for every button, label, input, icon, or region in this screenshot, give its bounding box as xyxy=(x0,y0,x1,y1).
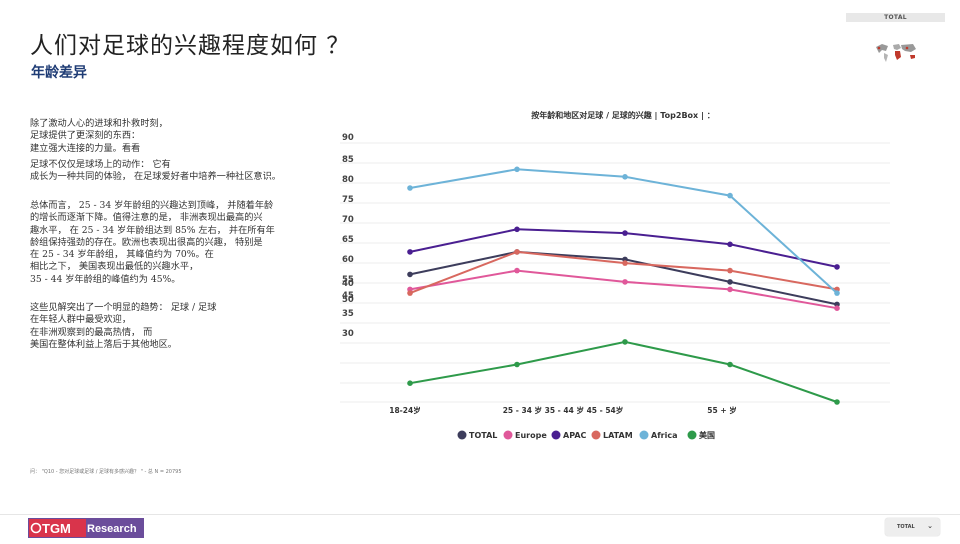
data-point-LATAM xyxy=(727,267,733,274)
y-tick-label: 45 xyxy=(342,291,354,301)
y-tick-label: 80 xyxy=(342,175,354,185)
text-line: 这些见解突出了一个明显的趋势： 足球 / 足球 xyxy=(30,302,217,313)
y-tick-label: 35 xyxy=(342,309,354,319)
data-point-TOTAL xyxy=(407,271,413,278)
data-point-美国 xyxy=(834,399,840,405)
y-tick-label: 75 xyxy=(342,195,354,205)
y-tick-label: 50 xyxy=(342,295,354,305)
legend-label: APAC xyxy=(563,431,587,440)
data-point-Europe xyxy=(514,267,520,274)
text-line: 趣水平， 在 25 - 34 岁年龄组达到 85% 左右， 并在所有年 xyxy=(30,224,275,236)
page-subtitle: 年龄差异 xyxy=(31,65,87,81)
text-line: 除了激动人心的进球和扑救时刻， xyxy=(30,118,168,129)
data-point-APAC xyxy=(834,264,840,270)
total-filter-tab[interactable]: TOTAL xyxy=(846,13,945,22)
text-line: 龄组保持强劲的存在。欧洲也表现出很高的兴趣， 特别是 xyxy=(30,236,263,248)
data-point-Europe xyxy=(727,286,733,293)
text-line: 美国在整体利益上落后于其他地区。 xyxy=(30,338,177,350)
series-line-美国 xyxy=(409,340,838,403)
text-line: 在年轻人群中最受欢迎， xyxy=(30,314,132,326)
text-line: 足球提供了更深刻的东西： xyxy=(30,130,141,142)
legend-label: Europe xyxy=(515,431,547,440)
line-chart: 按年龄和地区对足球 / 足球的兴趣 | Top2Box | ： 90 85 80 75 7… xyxy=(340,110,890,440)
text-line: 相比之下， 美国表现出最低的兴趣水平， xyxy=(30,261,199,273)
text-line: 总体而言， 25 - 34 岁年龄组的兴趣达到顶峰， 并随着年龄 xyxy=(30,200,274,211)
text-line: 足球不仅仅是球场上的动作： 它有 xyxy=(30,158,171,170)
text-line: 的增长而逐渐下降。值得注意的是， 非洲表现出最高的兴 xyxy=(30,212,263,224)
tgm-research-logo: TGM Research xyxy=(28,518,144,538)
y-tick-label: 40 xyxy=(342,279,354,289)
data-point-LATAM xyxy=(407,290,413,296)
footer-divider xyxy=(0,514,960,515)
y-tick-label: 85 xyxy=(342,155,354,165)
text-line: 35 - 44 岁年龄组的峰值约为 45%。 xyxy=(30,273,181,285)
data-point-APAC xyxy=(514,226,520,233)
svg-text:Research: Research xyxy=(87,523,137,535)
chart-title: 按年龄和地区对足球 / 足球的兴趣 | Top2Box | ： xyxy=(531,110,714,120)
data-point-APAC xyxy=(727,241,733,248)
y-tick-label: 55 xyxy=(342,275,354,285)
text-line: 成长为一种共同的体验， 在足球爱好者中培养一种社区意识。 xyxy=(30,171,281,183)
total-dropdown-label: TOTAL xyxy=(897,524,915,530)
data-point-LATAM xyxy=(514,249,520,255)
legend-label: LATAM xyxy=(603,431,633,440)
legend-label: TOTAL xyxy=(469,431,497,440)
x-tick-label: 25 - 34 岁 35 - 44 岁 45 - 54岁 xyxy=(503,405,624,415)
text-line: 在非洲观察到的最高热情， 而 xyxy=(30,326,153,338)
data-point-Europe xyxy=(834,305,840,311)
data-point-Europe xyxy=(622,279,628,285)
data-point-美国 xyxy=(514,361,520,368)
svg-text:TGM: TGM xyxy=(42,521,71,536)
y-tick-label: 90 xyxy=(342,133,354,143)
data-point-TOTAL xyxy=(727,279,733,285)
data-point-Africa xyxy=(727,192,733,199)
y-tick-label: 60 xyxy=(342,255,354,265)
legend-marker-TOTAL xyxy=(457,430,467,440)
y-tick-label: 70 xyxy=(342,215,354,225)
text-line: 建立强大连接的力量。看看 xyxy=(30,142,141,154)
legend-label: 美国 xyxy=(699,430,715,440)
data-point-Africa xyxy=(407,185,413,191)
conclusion-paragraph: 这些见解突出了一个明显的趋势： 足球 / 足球 在年轻人群中最受欢迎， 在非洲观… xyxy=(30,302,216,351)
analysis-paragraph: 总体而言， 25 - 34 岁年龄组的兴趣达到顶峰， 并随着年龄 的增长而逐渐下… xyxy=(30,200,275,286)
legend-marker-APAC xyxy=(551,430,561,440)
legend-marker-Africa xyxy=(639,430,649,440)
data-point-美国 xyxy=(622,339,628,345)
x-tick-label: 18-24岁 xyxy=(389,405,421,415)
data-point-APAC xyxy=(622,230,628,236)
data-point-APAC xyxy=(407,249,413,255)
data-point-美国 xyxy=(407,380,413,387)
y-tick-label: 30 xyxy=(342,329,354,339)
footnote: 问： "Q10 - 您对足球或足球 / 足球有多感兴趣？ " - 总 N = 2… xyxy=(30,469,182,475)
intro-paragraph: 除了激动人心的进球和扑救时刻， 足球提供了更深刻的东西： 建立强大连接的力量。看… xyxy=(30,118,281,183)
legend-marker-美国 xyxy=(687,430,697,440)
legend-marker-LATAM xyxy=(591,430,601,440)
x-tick-label: 55 + 岁 xyxy=(707,405,736,415)
data-point-Africa xyxy=(514,166,520,173)
page-title: 人们对足球的兴趣程度如何 ？ xyxy=(30,33,351,59)
text-line: 在 25 - 34 岁年龄组， 其峰值约为 70%。在 xyxy=(30,249,214,261)
legend-marker-Europe xyxy=(503,430,513,440)
total-dropdown[interactable]: TOTAL ⌄ xyxy=(885,518,940,536)
data-point-美国 xyxy=(727,361,733,368)
data-point-Africa xyxy=(622,174,628,180)
y-tick-label: 65 xyxy=(342,235,354,245)
legend-label: Africa xyxy=(651,431,678,440)
world-map-icon xyxy=(876,44,916,62)
chevron-down-icon: ⌄ xyxy=(927,522,933,530)
data-point-Africa xyxy=(834,290,840,296)
data-point-LATAM xyxy=(622,260,628,266)
